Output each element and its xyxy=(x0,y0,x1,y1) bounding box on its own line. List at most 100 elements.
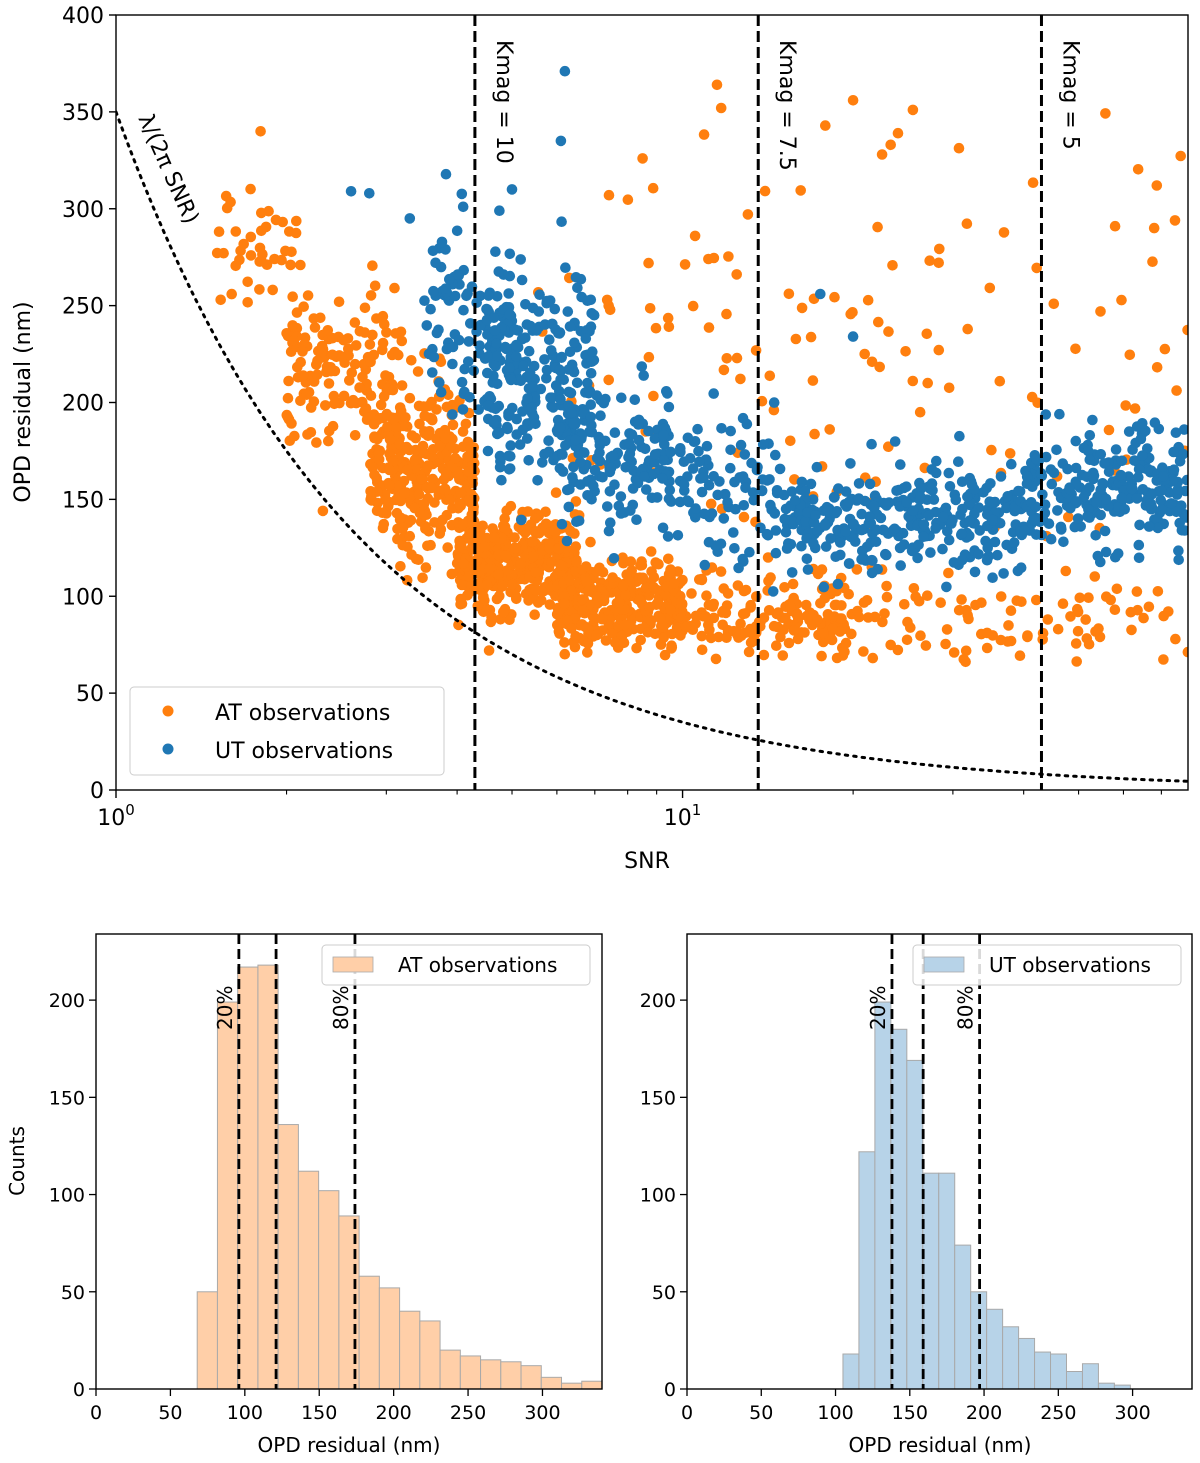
scatter-point xyxy=(401,464,413,476)
histogram-at-legend: AT observations xyxy=(321,944,591,986)
scatter-point xyxy=(1126,624,1137,636)
scatter-point xyxy=(877,616,888,628)
scatter-point xyxy=(872,221,883,233)
scatter-point xyxy=(1063,511,1074,523)
scatter-point xyxy=(907,505,919,516)
histogram-bar xyxy=(1081,1363,1099,1390)
histogram-ut-legend-label: UT observations xyxy=(989,953,1151,977)
histogram-at-x-label: OPD residual (nm) xyxy=(258,1433,441,1457)
scatter-point xyxy=(770,449,781,461)
scatter-point xyxy=(671,622,683,633)
scatter-point xyxy=(558,374,569,386)
scatter-point xyxy=(633,434,645,446)
scatter-point xyxy=(457,201,469,213)
scatter-point xyxy=(1181,474,1188,486)
scatter-point xyxy=(447,419,459,431)
scatter-point xyxy=(1147,256,1158,268)
histogram-bar xyxy=(500,1361,522,1390)
scatter-point xyxy=(835,537,846,548)
scatter-point xyxy=(530,584,542,596)
scatter-point xyxy=(887,260,898,271)
histogram-bar xyxy=(1050,1353,1068,1390)
scatter-point xyxy=(725,425,736,437)
scatter-point xyxy=(609,427,621,439)
scatter-point xyxy=(378,518,390,530)
scatter-point xyxy=(474,340,486,352)
scatter-point xyxy=(582,638,594,649)
scatter-point xyxy=(533,306,545,317)
scatter-point xyxy=(926,478,938,489)
scatter-point xyxy=(973,549,984,560)
scatter-point xyxy=(744,546,755,558)
scatter-point xyxy=(503,450,514,462)
scatter-point xyxy=(881,591,893,603)
scatter-point xyxy=(1133,463,1145,475)
scatter-point xyxy=(868,500,879,512)
scatter-point xyxy=(576,619,588,630)
scatter-point xyxy=(546,557,557,568)
scatter-point xyxy=(281,409,293,421)
scatter-point xyxy=(769,508,781,519)
scatter-point xyxy=(953,142,965,154)
scatter-point xyxy=(488,417,500,429)
scatter-point xyxy=(1137,418,1148,429)
scatter-point xyxy=(579,447,590,459)
scatter-point xyxy=(943,567,954,579)
histogram-ut-x-label: OPD residual (nm) xyxy=(849,1433,1032,1457)
scatter-point xyxy=(493,266,505,277)
scatter-point xyxy=(571,556,582,567)
scatter-point xyxy=(502,423,513,435)
scatter-point xyxy=(644,303,656,314)
scatter-point xyxy=(523,455,534,466)
scatter-point xyxy=(434,528,446,539)
scatter-point xyxy=(597,471,608,483)
scatter-point xyxy=(616,392,627,404)
histogram-bar xyxy=(297,1170,320,1390)
histogram-ut-frame xyxy=(686,933,1193,1390)
scatter-point xyxy=(995,591,1007,602)
scatter-point xyxy=(452,469,464,481)
scatter-point xyxy=(839,646,850,658)
scatter-point xyxy=(492,350,503,362)
scatter-point xyxy=(982,542,993,554)
scatter-point xyxy=(255,126,266,137)
scatter-point xyxy=(421,320,433,331)
scatter-point xyxy=(455,539,467,551)
scatter-point xyxy=(1030,501,1042,513)
scatter-point xyxy=(1132,164,1144,175)
scatter-point xyxy=(1060,565,1072,577)
scatter-point xyxy=(740,584,752,596)
scatter-point xyxy=(625,505,636,516)
scatter-point xyxy=(649,433,661,444)
scatter-point xyxy=(728,527,739,538)
scatter-point xyxy=(1042,614,1054,625)
scatter-point xyxy=(1090,626,1101,637)
scatter-point xyxy=(554,364,565,376)
x-tick-label: 300 xyxy=(1114,1402,1150,1424)
scatter-point xyxy=(1170,427,1182,439)
scatter-point xyxy=(921,328,933,340)
scatter-point xyxy=(733,562,744,574)
percentile-label: 80% xyxy=(954,986,978,1030)
x-tick-label: 300 xyxy=(524,1402,560,1424)
scatter-point xyxy=(994,375,1006,387)
scatter-point xyxy=(778,489,790,501)
scatter-point xyxy=(1045,533,1057,545)
scatter-point xyxy=(743,646,755,658)
scatter-point xyxy=(840,486,852,497)
scatter-point xyxy=(364,188,375,199)
scatter-point xyxy=(462,288,473,299)
scatter-point xyxy=(913,539,924,551)
scatter-point xyxy=(716,423,727,434)
scatter-point xyxy=(943,467,955,479)
scatter-point xyxy=(504,362,515,374)
scatter-point xyxy=(580,561,592,572)
scatter-point xyxy=(550,487,562,499)
scatter-point xyxy=(382,421,393,433)
scatter-point xyxy=(564,575,575,586)
scatter-point xyxy=(245,231,257,243)
scatter-point xyxy=(953,456,964,468)
scatter-point xyxy=(1099,525,1111,537)
scatter-point xyxy=(658,429,669,441)
scatter-point xyxy=(445,440,457,452)
